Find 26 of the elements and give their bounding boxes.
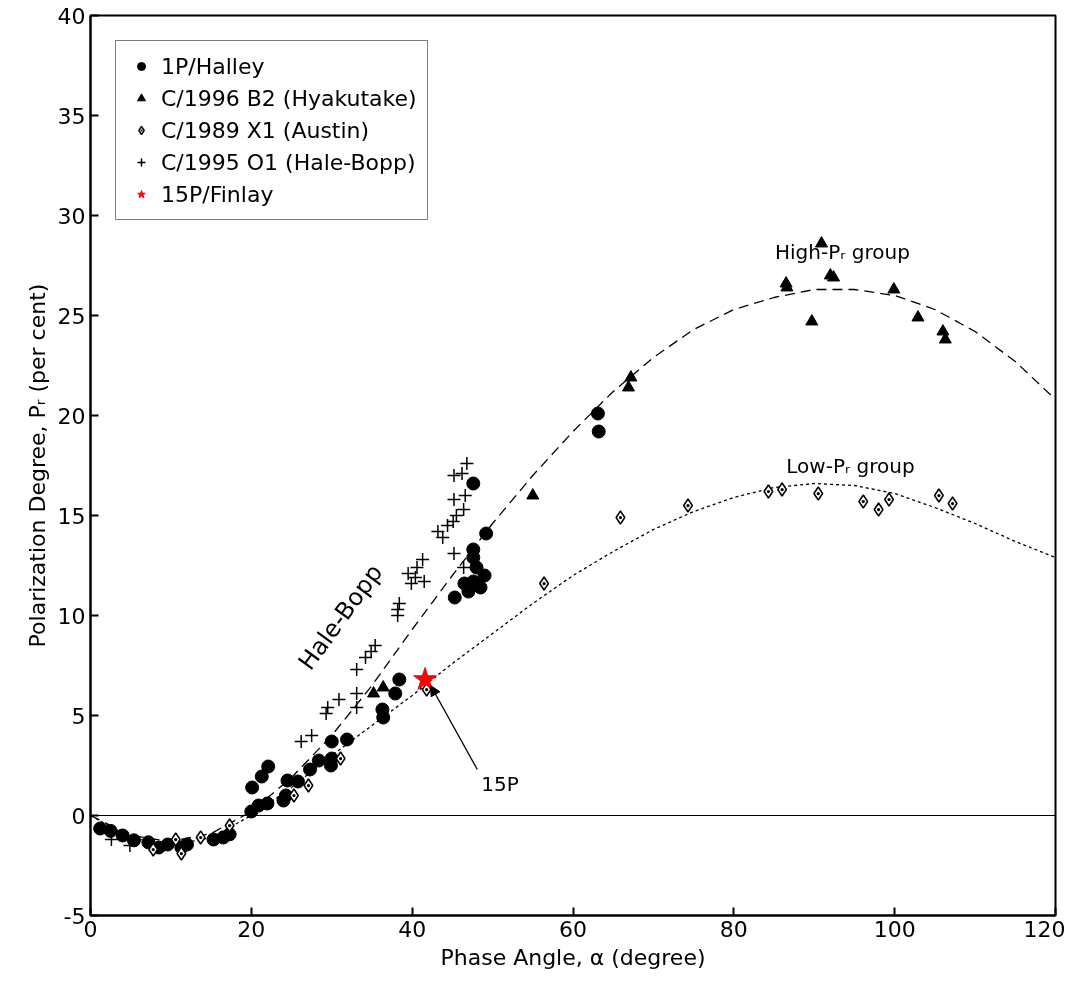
y-tick-label: -5 <box>63 903 86 929</box>
x-tick-label: 60 <box>559 916 587 942</box>
y-tick-label: 30 <box>57 203 86 229</box>
x-tick-label: 20 <box>237 916 266 942</box>
y-tick-label: 25 <box>57 303 86 329</box>
annotation: Low-Pᵣ group <box>786 453 915 478</box>
y-axis-title: Polarization Degree, Pᵣ (per cent) <box>24 283 50 648</box>
y-tick-label: 10 <box>57 603 86 629</box>
x-tick-label: 40 <box>398 916 427 942</box>
legend-label: C/1996 B2 (Hyakutake) <box>161 84 417 113</box>
annotation: High-Pᵣ group <box>774 239 910 264</box>
y-tick-label: 5 <box>71 703 86 729</box>
legend-label: C/1995 O1 (Hale-Bopp) <box>161 148 416 177</box>
x-tick-label: 100 <box>873 916 916 942</box>
x-tick-label: 80 <box>719 916 748 942</box>
legend-label: 15P/Finlay <box>161 180 274 209</box>
legend-label: 1P/Halley <box>161 52 265 81</box>
x-tick-label: 120 <box>1023 916 1066 942</box>
y-tick-label: 15 <box>57 503 86 529</box>
y-tick-label: 20 <box>57 403 86 429</box>
legend-label: C/1989 X1 (Austin) <box>161 116 370 145</box>
y-tick-label: 40 <box>57 3 86 29</box>
y-tick-label: 35 <box>57 103 86 129</box>
y-tick-label: 0 <box>71 803 86 829</box>
x-axis-title: Phase Angle, α (degree) <box>440 944 706 970</box>
annotation: 15P <box>481 771 519 796</box>
